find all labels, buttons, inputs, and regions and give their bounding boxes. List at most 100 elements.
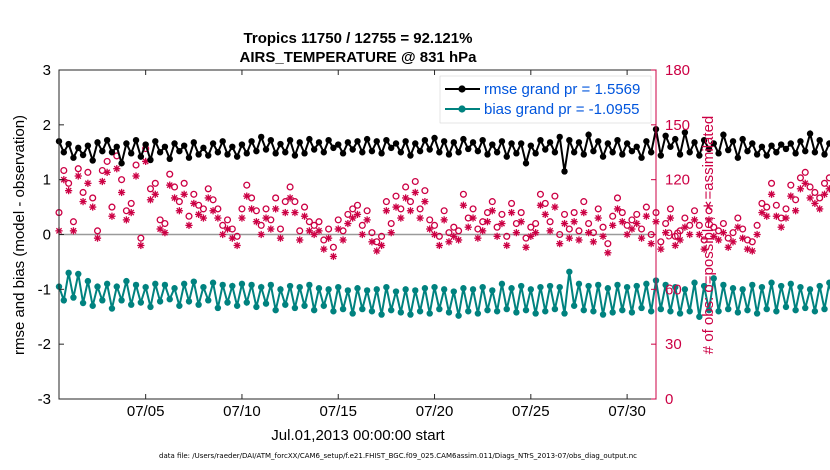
bias-point xyxy=(421,285,429,292)
series-rmse xyxy=(55,126,830,175)
possible-obs-point xyxy=(705,207,713,215)
assimilated-obs-point xyxy=(397,214,405,222)
assimilated-obs-point xyxy=(613,205,622,213)
rmse-point xyxy=(368,147,376,155)
assimilated-obs-point xyxy=(676,236,684,244)
y-right-tick-label: 150 xyxy=(665,117,690,134)
assimilated-obs-point xyxy=(190,199,198,208)
possible-obs-point xyxy=(758,199,766,207)
assimilated-obs-point xyxy=(556,240,564,248)
assimilated-obs-point xyxy=(739,234,747,242)
rmse-point xyxy=(286,136,294,144)
asterisk-stroke xyxy=(325,235,332,242)
asterisk-stroke xyxy=(696,231,703,238)
rmse-point xyxy=(282,149,289,156)
possible-obs-point xyxy=(238,205,246,213)
rmse-point xyxy=(710,140,717,147)
y-right-tick-label: 90 xyxy=(665,227,682,244)
possible-obs-point xyxy=(633,210,641,218)
asterisk-stroke xyxy=(633,220,640,227)
possible-obs-point xyxy=(806,183,814,191)
possible-obs-point xyxy=(300,203,309,211)
rmse-point xyxy=(585,131,592,138)
rmse-point xyxy=(70,154,77,161)
bias-point xyxy=(315,285,323,292)
possible-obs-point xyxy=(190,190,198,198)
bias-point xyxy=(498,280,506,288)
bias-point xyxy=(484,306,491,314)
asterisk-stroke xyxy=(80,198,87,205)
asterisk-stroke xyxy=(89,204,96,211)
rmse-point xyxy=(763,152,770,159)
possible-obs-point xyxy=(421,187,429,195)
bias-point xyxy=(272,306,279,314)
asterisk-stroke xyxy=(542,211,549,218)
assimilated-obs-point xyxy=(541,210,549,218)
rmse-point xyxy=(662,132,669,139)
asterisk-stroke xyxy=(248,205,255,212)
asterisk-stroke xyxy=(585,229,592,236)
bias-point xyxy=(729,285,737,292)
assimilated-obs-point xyxy=(199,214,208,222)
legend-box xyxy=(439,75,652,124)
bias-point xyxy=(397,309,405,316)
y-right-tick-label: 0 xyxy=(665,391,673,408)
assimilated-obs-point xyxy=(816,205,824,213)
rmse-point xyxy=(527,142,535,149)
asterisk-stroke xyxy=(426,225,433,233)
asterisk-stroke xyxy=(460,202,467,209)
asterisk-stroke xyxy=(532,229,539,236)
possible-obs-point xyxy=(657,238,665,246)
rmse-point xyxy=(388,144,395,152)
rmse-point xyxy=(749,140,756,147)
asterisk-stroke xyxy=(677,236,684,244)
rmse-point xyxy=(171,140,178,147)
asterisk-stroke xyxy=(792,207,799,214)
legend-bias-marker xyxy=(458,105,466,113)
asterisk-stroke xyxy=(556,240,563,247)
rmse-point xyxy=(310,146,318,153)
rmse-point xyxy=(479,136,486,144)
possible-obs-point xyxy=(801,168,809,176)
bias-point xyxy=(354,285,361,292)
bias-point xyxy=(89,302,96,309)
assimilated-obs-point xyxy=(233,241,241,250)
possible-obs-point xyxy=(700,236,708,244)
assimilated-obs-point xyxy=(705,216,713,224)
bias-point xyxy=(156,298,164,305)
bias-point xyxy=(209,279,217,286)
possible-obs-point xyxy=(257,221,265,229)
asterisk-stroke xyxy=(262,214,270,222)
assimilated-obs-point xyxy=(455,236,463,244)
asterisk-stroke xyxy=(715,236,722,244)
bias-point xyxy=(238,280,246,288)
rmse-point xyxy=(142,141,149,148)
bias-point xyxy=(335,283,342,291)
assimilated-obs-point xyxy=(416,214,424,222)
possible-obs-point xyxy=(753,221,761,229)
assimilated-obs-point xyxy=(185,221,193,229)
asterisk-stroke xyxy=(258,231,265,238)
bias-point xyxy=(171,285,178,292)
rmse-point xyxy=(412,140,419,147)
asterisk-stroke xyxy=(518,218,525,225)
assimilated-obs-point xyxy=(238,214,246,222)
bias-point xyxy=(70,294,77,301)
bias-point xyxy=(811,308,819,315)
bias-point xyxy=(710,275,717,282)
rmse-point xyxy=(431,134,438,142)
rmse-point xyxy=(180,142,188,149)
asterisk-stroke xyxy=(503,242,510,249)
possible-obs-point xyxy=(363,207,371,215)
x-tick-label: 07/20 xyxy=(416,403,454,420)
assimilated-obs-point xyxy=(710,232,718,240)
rmse-point xyxy=(103,136,111,144)
assimilated-obs-point xyxy=(686,230,694,239)
assimilated-obs-point xyxy=(286,194,294,202)
bias-point xyxy=(368,308,376,315)
possible-obs-point xyxy=(623,221,631,229)
asterisk-stroke xyxy=(397,214,404,222)
asterisk-stroke xyxy=(344,220,351,227)
asterisk-stroke xyxy=(147,196,154,203)
x-tick-label: 07/15 xyxy=(319,403,357,420)
